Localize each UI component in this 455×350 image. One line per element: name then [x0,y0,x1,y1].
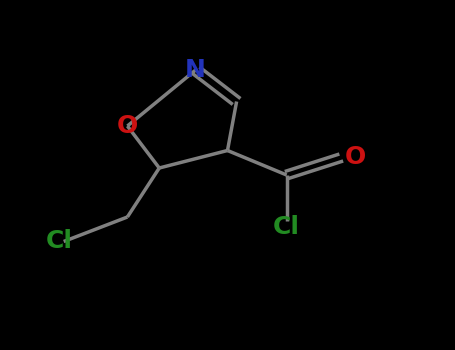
Text: Cl: Cl [46,230,73,253]
Text: Cl: Cl [273,216,300,239]
Text: N: N [185,58,206,82]
Text: O: O [344,146,365,169]
Text: O: O [117,114,138,138]
